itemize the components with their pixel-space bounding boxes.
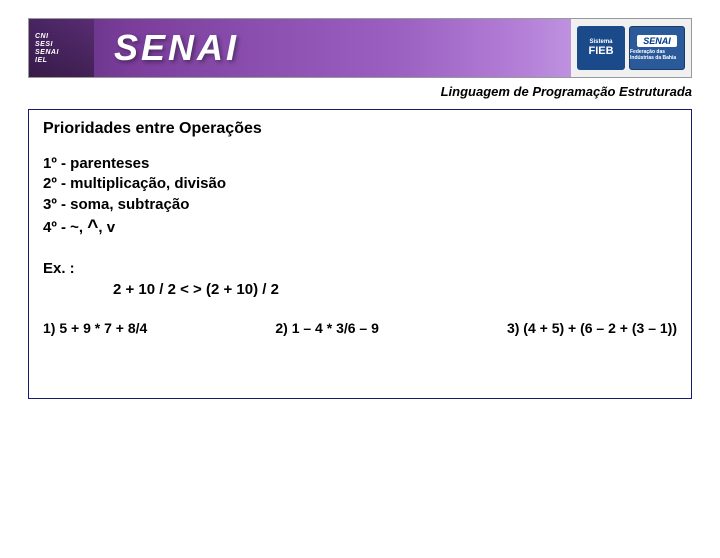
priority-4: 4º - ~, ^, v (43, 215, 677, 241)
content-box: Prioridades entre Operações 1º - parente… (28, 109, 692, 399)
section-title: Prioridades entre Operações (43, 120, 677, 138)
senai-main-logo: SENAI (114, 27, 239, 69)
exercise-1: 1) 5 + 9 * 7 + 8/4 (43, 320, 147, 336)
logo-sesi: SESI (35, 41, 94, 48)
fieb-badge: Sistema FIEB (577, 26, 625, 70)
example-expression: 2 + 10 / 2 < > (2 + 10) / 2 (113, 281, 677, 298)
senai-badge-text: SENAI (637, 35, 677, 47)
priority-4-prefix: 4º - ~, (43, 219, 87, 236)
header-left-logos: CNI SESI SENAI IEL (29, 19, 94, 77)
senai-badge: SENAI Federação das Indústrias da Bahia (629, 26, 685, 70)
priority-2: 2º - multiplicação, divisão (43, 174, 677, 194)
caret-symbol: ^ (87, 217, 98, 238)
priority-4-suffix: , v (98, 219, 115, 236)
example-label: Ex. : (43, 260, 677, 277)
header-right-badges: Sistema FIEB SENAI Federação das Indústr… (571, 19, 691, 77)
header-center: SENAI (94, 27, 571, 69)
logo-cni: CNI (35, 33, 94, 40)
header-banner: CNI SESI SENAI IEL SENAI Sistema FIEB SE… (28, 18, 692, 78)
exercise-3: 3) (4 + 5) + (6 – 2 + (3 – 1)) (507, 320, 677, 336)
priority-list: 1º - parenteses 2º - multiplicação, divi… (43, 154, 677, 240)
logo-senai-small: SENAI (35, 49, 94, 56)
fieb-label: FIEB (588, 45, 613, 57)
logo-iel: IEL (35, 57, 94, 64)
page-subtitle: Linguagem de Programação Estruturada (0, 84, 692, 99)
exercises-row: 1) 5 + 9 * 7 + 8/4 2) 1 – 4 * 3/6 – 9 3)… (43, 320, 677, 336)
senai-badge-sub: Federação das Indústrias da Bahia (630, 49, 684, 61)
priority-3: 3º - soma, subtração (43, 195, 677, 215)
priority-1: 1º - parenteses (43, 154, 677, 174)
exercise-2: 2) 1 – 4 * 3/6 – 9 (275, 320, 379, 336)
